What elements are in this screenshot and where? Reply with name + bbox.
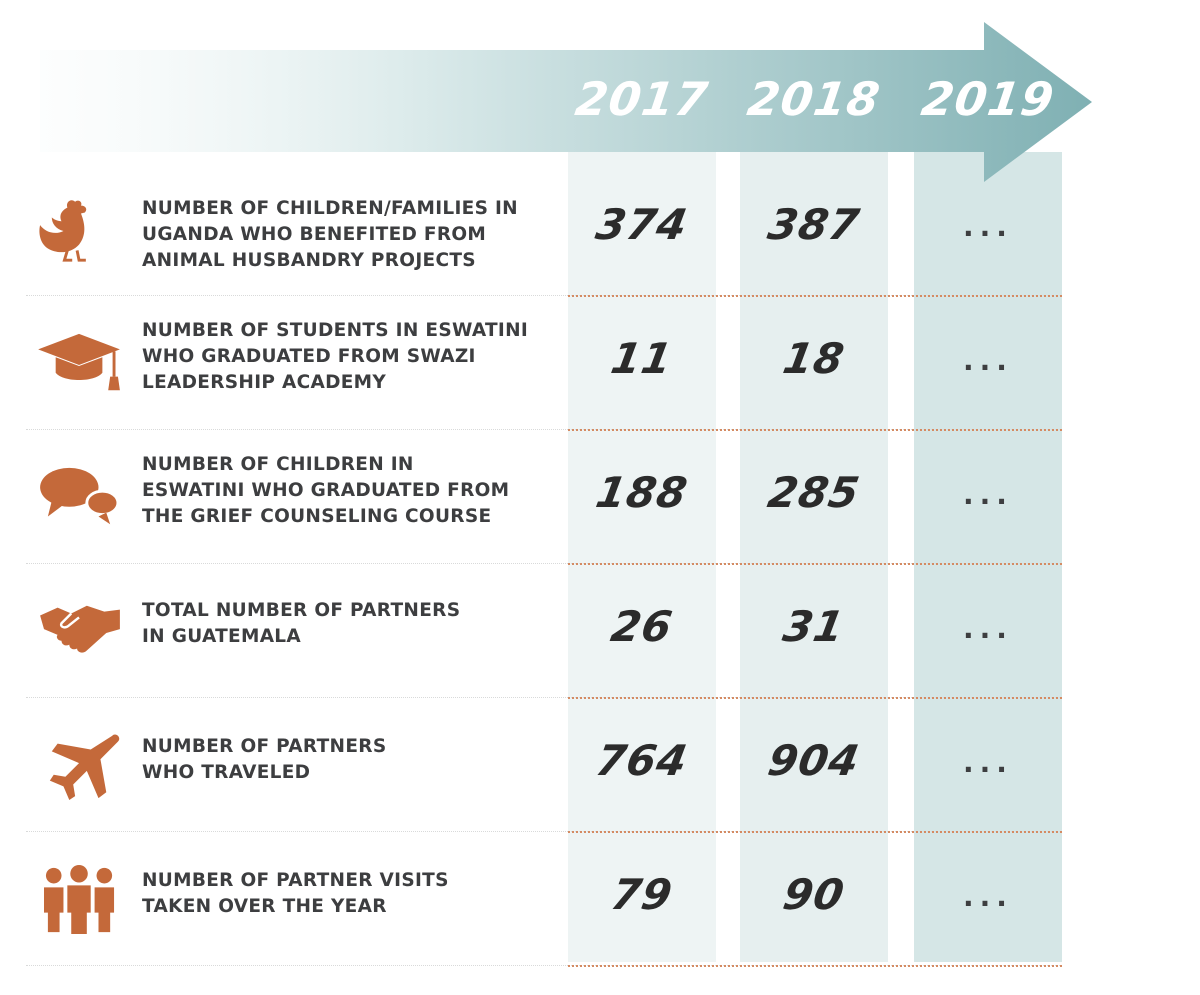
row-divider xyxy=(26,295,1062,297)
value-2017: 374 xyxy=(592,200,692,249)
group-of-people-icon xyxy=(44,864,115,935)
table-row: NUMBER OF CHILDREN IN ESWATINI WHO GRADU… xyxy=(26,430,1062,565)
table-row: TOTAL NUMBER OF PARTNERS IN GUATEMALA 26 3… xyxy=(26,564,1062,699)
value-2017: 79 xyxy=(607,870,677,919)
handshake-icon xyxy=(40,605,120,653)
row-label: NUMBER OF PARTNER VISITS TAKEN OVER THE … xyxy=(142,870,449,917)
speech-bubbles-icon xyxy=(40,467,120,525)
value-2018: 904 xyxy=(764,736,864,785)
table-row: NUMBER OF PARTNER VISITS TAKEN OVER THE … xyxy=(26,832,1062,967)
value-2019: ... xyxy=(963,210,1013,243)
value-2019: ... xyxy=(963,344,1013,377)
row-label: NUMBER OF PARTNERS WHO TRAVELED xyxy=(142,736,387,783)
row-divider xyxy=(26,563,1062,565)
timeline-arrow xyxy=(40,22,1092,182)
chicken-icon xyxy=(39,200,87,262)
value-2019: ... xyxy=(963,478,1013,511)
row-divider xyxy=(26,697,1062,699)
row-label: NUMBER OF STUDENTS IN ESWATINI WHO GRADU… xyxy=(142,320,529,393)
value-2017: 764 xyxy=(592,736,692,785)
year-header-2018: 2018 xyxy=(744,72,884,126)
value-2018: 285 xyxy=(764,468,864,517)
row-label: NUMBER OF CHILDREN IN ESWATINI WHO GRADU… xyxy=(142,454,510,527)
value-2019: ... xyxy=(963,880,1013,913)
year-header-2019: 2019 xyxy=(918,72,1058,126)
value-2018: 18 xyxy=(779,334,849,383)
value-2018: 90 xyxy=(779,870,849,919)
row-divider xyxy=(26,429,1062,431)
value-2019: ... xyxy=(963,612,1013,645)
row-divider xyxy=(26,965,1062,967)
row-label: TOTAL NUMBER OF PARTNERS IN GUATEMALA xyxy=(142,600,461,647)
value-2017: 188 xyxy=(592,468,692,517)
column-band-2017 xyxy=(568,152,716,962)
table-row: NUMBER OF PARTNERS WHO TRAVELED 764 904... xyxy=(26,698,1062,833)
airplane-icon xyxy=(49,734,120,801)
column-band-2019 xyxy=(914,152,1062,962)
value-2019: ... xyxy=(963,746,1013,779)
value-2018: 31 xyxy=(779,602,849,651)
row-label: NUMBER OF CHILDREN/FAMILIES IN UGANDA WH… xyxy=(142,198,518,271)
value-2017: 26 xyxy=(607,602,677,651)
column-band-2018 xyxy=(740,152,888,962)
table-row: NUMBER OF STUDENTS IN ESWATINI WHO GRADU… xyxy=(26,296,1062,431)
value-2018: 387 xyxy=(764,200,864,249)
year-header-2017: 2017 xyxy=(572,72,712,126)
value-2017: 11 xyxy=(607,334,677,383)
table-row: NUMBER OF CHILDREN/FAMILIES IN UGANDA WH… xyxy=(26,162,1062,297)
graduation-cap-icon xyxy=(38,333,120,391)
row-divider xyxy=(26,831,1062,833)
